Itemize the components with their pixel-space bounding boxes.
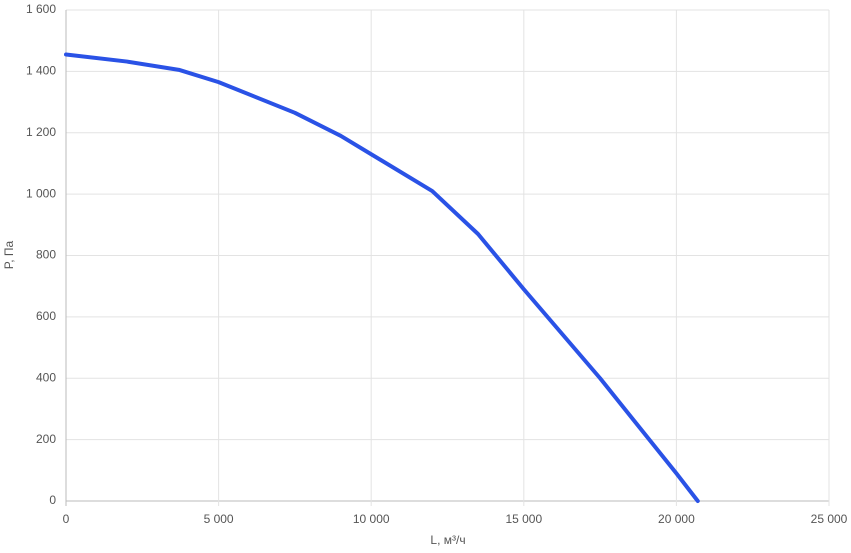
y-tick-label: 0 bbox=[49, 493, 56, 507]
y-axis-label: P, Па bbox=[2, 240, 16, 269]
x-tick-label: 15 000 bbox=[505, 512, 542, 526]
y-tick-label: 600 bbox=[36, 309, 56, 323]
x-tick-label: 25 000 bbox=[811, 512, 848, 526]
y-tick-label: 1 400 bbox=[26, 64, 56, 78]
y-tick-label: 400 bbox=[36, 370, 56, 384]
x-tick-label: 5 000 bbox=[204, 512, 234, 526]
y-tick-label: 200 bbox=[36, 432, 56, 446]
y-tick-label: 1 600 bbox=[26, 2, 56, 16]
y-tick-label: 1 200 bbox=[26, 125, 56, 139]
y-tick-label: 1 000 bbox=[26, 186, 56, 200]
x-tick-label: 10 000 bbox=[353, 512, 390, 526]
y-tick-label: 800 bbox=[36, 248, 56, 262]
data-line bbox=[64, 52, 700, 503]
x-axis-label: L, м³/ч bbox=[430, 533, 465, 547]
x-tick-label: 0 bbox=[63, 512, 70, 526]
x-tick-label: 20 000 bbox=[658, 512, 695, 526]
